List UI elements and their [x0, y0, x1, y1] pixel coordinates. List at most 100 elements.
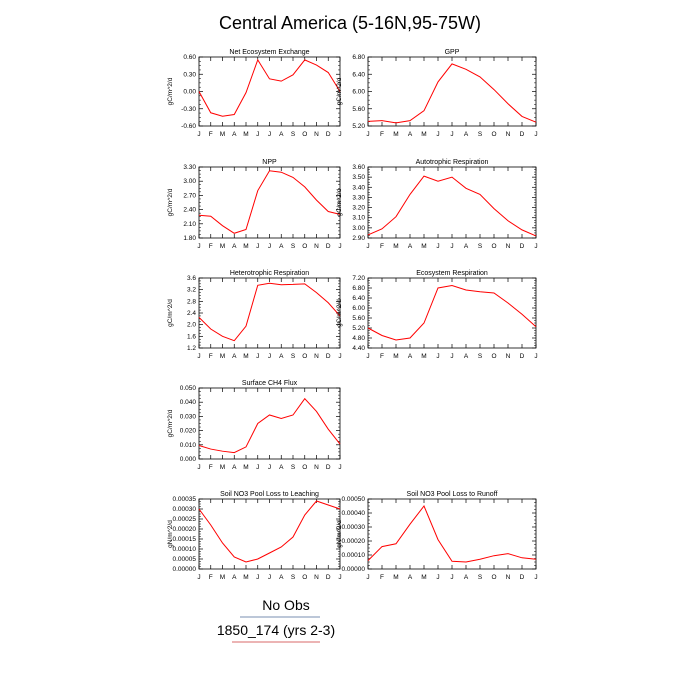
x-tick-label: A: [464, 243, 469, 250]
y-tick-label: 3.2: [187, 287, 196, 294]
y-tick-label: 4.80: [352, 335, 365, 342]
y-axis-label: gC/m^2/d: [336, 77, 343, 105]
x-tick-label: S: [291, 574, 296, 581]
x-tick-label: J: [338, 131, 341, 138]
x-tick-label: N: [506, 131, 511, 138]
x-tick-label: A: [464, 353, 469, 360]
x-tick-label: J: [197, 243, 200, 250]
y-tick-label: 0.00010: [173, 546, 197, 553]
y-tick-label: 0.00005: [173, 556, 197, 563]
y-tick-label: 4.40: [352, 345, 365, 352]
x-tick-label: O: [302, 131, 307, 138]
y-tick-label: 3.00: [183, 178, 196, 185]
x-tick-label: O: [491, 574, 496, 581]
x-tick-label: O: [491, 243, 496, 250]
panel-title: Net Ecosystem Exchange: [229, 49, 309, 56]
y-tick-label: 3.20: [352, 205, 365, 212]
x-tick-label: A: [232, 464, 237, 471]
panels: Net Ecosystem Exchange gC/m^2/d 0.60 0.30 0.…: [167, 49, 538, 581]
y-axis-label: gC/m^2/d: [167, 188, 174, 216]
x-tick-label: A: [232, 574, 237, 581]
plot-frame: [367, 498, 537, 570]
chart-panel: Heterotrophic Respiration gC/m^2/d 3.6 3.2 2…: [167, 270, 342, 360]
x-tick-label: N: [506, 574, 511, 581]
x-tick-label: F: [209, 464, 213, 471]
plot-frame: [367, 56, 537, 127]
x-tick-label: D: [520, 574, 525, 581]
y-tick-label: 3.30: [352, 194, 365, 201]
x-tick-label: O: [302, 243, 307, 250]
x-tick-label: J: [450, 243, 453, 250]
x-tick-label: J: [338, 353, 341, 360]
x-tick-label: M: [421, 243, 426, 250]
x-tick-label: F: [380, 243, 384, 250]
x-tick-label: A: [279, 574, 284, 581]
y-tick-label: 5.60: [352, 315, 365, 322]
x-tick-label: M: [220, 353, 225, 360]
y-tick-label: 3.6: [187, 275, 196, 282]
x-tick-label: F: [209, 131, 213, 138]
x-tick-label: M: [421, 574, 426, 581]
x-tick-label: A: [279, 464, 284, 471]
y-tick-label: 2.70: [183, 192, 196, 199]
legend: No Obs 1850_174 (yrs 2-3): [217, 597, 335, 643]
y-axis-label: gC/m^2/d: [167, 409, 174, 437]
x-tick-label: O: [302, 574, 307, 581]
x-tick-label: A: [408, 574, 413, 581]
series-line: [198, 170, 341, 234]
x-tick-label: F: [380, 353, 384, 360]
y-tick-label: 0.000: [180, 456, 197, 463]
x-tick-label: M: [421, 131, 426, 138]
x-tick-label: M: [393, 131, 398, 138]
y-tick-label: 1.2: [187, 345, 196, 352]
x-tick-label: J: [534, 131, 537, 138]
x-tick-label: A: [464, 131, 469, 138]
panel-title: Soil NO3 Pool Loss to Leaching: [220, 491, 319, 498]
x-tick-label: N: [314, 464, 319, 471]
y-axis-label: gC/m^2/d: [167, 77, 174, 105]
x-tick-label: F: [209, 574, 213, 581]
x-tick-label: J: [534, 574, 537, 581]
panel-title: Ecosystem Respiration: [416, 270, 488, 277]
y-tick-label: 0.00025: [173, 516, 197, 523]
x-tick-label: M: [220, 574, 225, 581]
series-line: [367, 284, 537, 341]
y-tick-label: 0.60: [183, 54, 196, 61]
x-tick-label: A: [464, 574, 469, 581]
x-tick-label: J: [256, 574, 259, 581]
x-tick-label: N: [314, 574, 319, 581]
x-tick-label: J: [338, 464, 341, 471]
y-axis-label: gN/m^2/d: [336, 520, 343, 548]
y-tick-label: 3.50: [352, 174, 365, 181]
x-tick-label: N: [314, 131, 319, 138]
x-tick-label: M: [393, 353, 398, 360]
x-tick-label: S: [291, 464, 296, 471]
y-tick-label: 6.80: [352, 54, 365, 61]
x-tick-label: J: [534, 243, 537, 250]
figure-title: Central America (5-16N,95-75W): [219, 13, 481, 33]
x-tick-label: J: [534, 353, 537, 360]
x-tick-label: M: [421, 353, 426, 360]
y-tick-label: 0.00010: [342, 552, 366, 559]
y-tick-label: 2.8: [187, 298, 196, 305]
y-tick-label: 6.80: [352, 285, 365, 292]
x-tick-label: J: [197, 131, 200, 138]
y-tick-label: 0.30: [183, 71, 196, 78]
y-tick-label: 5.60: [352, 106, 365, 113]
x-tick-label: D: [520, 353, 525, 360]
x-tick-label: J: [268, 574, 271, 581]
x-tick-label: J: [197, 574, 200, 581]
series-line: [367, 63, 537, 124]
y-tick-label: 7.20: [352, 275, 365, 282]
x-tick-label: A: [408, 243, 413, 250]
y-tick-label: 0.00035: [173, 496, 197, 503]
x-tick-label: M: [393, 243, 398, 250]
y-tick-label: 0.00030: [342, 524, 366, 531]
x-tick-label: D: [326, 574, 331, 581]
x-tick-label: J: [256, 243, 259, 250]
y-tick-label: 0.00020: [342, 538, 366, 545]
y-tick-label: 0.030: [180, 413, 197, 420]
x-tick-label: J: [366, 243, 369, 250]
y-tick-label: 1.80: [183, 235, 196, 242]
